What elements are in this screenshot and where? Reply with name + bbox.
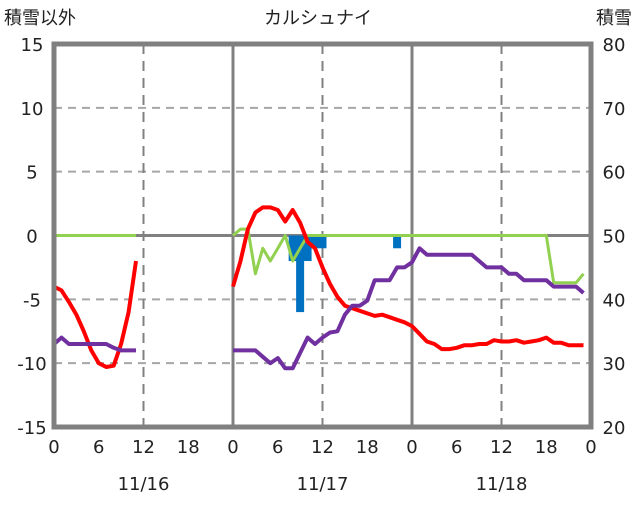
x-tick-label: 0 — [406, 437, 417, 458]
left-tick-label: 5 — [26, 163, 37, 184]
date-label: 11/18 — [476, 474, 528, 495]
snow-series-line — [232, 227, 585, 285]
left-tick-label: 10 — [21, 99, 44, 120]
chart-title: カルシュナイ — [264, 8, 372, 29]
left-tick-label: -15 — [17, 418, 46, 439]
precip-bar — [318, 235, 327, 249]
x-tick-label: 12 — [490, 437, 513, 458]
right-tick-label: 30 — [603, 354, 626, 375]
x-tick-label: 18 — [356, 437, 379, 458]
left-tick-label: -5 — [23, 290, 41, 311]
temperature-series-line — [231, 205, 584, 352]
bars — [288, 235, 402, 313]
right-tick-label: 40 — [603, 290, 626, 311]
x-tick-label: 0 — [48, 437, 59, 458]
plot-frame — [51, 41, 594, 430]
left-tick-label: -10 — [17, 354, 46, 375]
precip-bar — [288, 235, 297, 262]
left-axis-label: 積雪以外 — [4, 8, 76, 29]
right-tick-label: 70 — [603, 99, 626, 120]
x-tick-label: 12 — [311, 437, 334, 458]
date-label: 11/16 — [118, 474, 170, 495]
right-axis-label: 積雪 — [596, 8, 632, 29]
precip-bar — [296, 235, 305, 313]
precip-bar — [311, 235, 320, 249]
right-tick-label: 60 — [603, 163, 626, 184]
date-label: 11/17 — [297, 474, 349, 495]
x-tick-label: 12 — [132, 437, 155, 458]
precip-bar — [393, 235, 402, 249]
left-tick-label: 15 — [21, 35, 44, 56]
x-tick-label: 6 — [451, 437, 462, 458]
x-tick-label: 6 — [93, 437, 104, 458]
x-tick-label: 6 — [272, 437, 283, 458]
right-tick-label: 50 — [603, 227, 626, 248]
x-tick-label: 18 — [535, 437, 558, 458]
left-tick-label: 0 — [26, 227, 37, 248]
x-tick-label: 18 — [177, 437, 200, 458]
x-tick-label: 0 — [227, 437, 238, 458]
x-tick-label: 0 — [585, 437, 596, 458]
right-tick-label: 80 — [603, 35, 626, 56]
purple-series-line — [233, 246, 585, 371]
precip-bar — [303, 235, 312, 262]
right-tick-label: 20 — [603, 418, 626, 439]
series-lines — [52, 205, 585, 371]
purple-series-line — [52, 335, 136, 353]
temperature-series-line — [53, 260, 138, 369]
